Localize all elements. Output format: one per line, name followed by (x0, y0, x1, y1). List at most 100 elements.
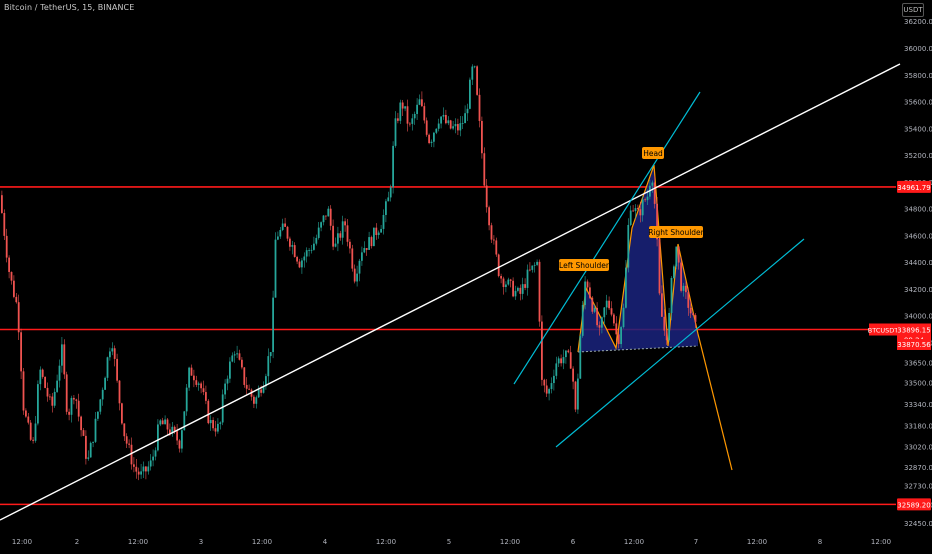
level-price-tag (897, 498, 931, 511)
candle-body (562, 357, 565, 364)
candle-body (32, 439, 34, 441)
price-axis[interactable]: 36200.00 36000.00 35800.00 35600.00 35400.00… (868, 18, 932, 528)
candle-body (219, 422, 222, 424)
candle-body (680, 262, 682, 291)
candle-body (553, 375, 555, 384)
candle-body (327, 208, 330, 217)
candle-body (85, 435, 87, 459)
pattern-label-box (642, 147, 664, 159)
candle-body (449, 120, 452, 129)
candle-body (389, 187, 392, 198)
candle-body (255, 397, 258, 404)
candle-body (236, 353, 238, 355)
candle-body (65, 374, 68, 412)
candle-body (209, 420, 212, 424)
candle-body (620, 327, 622, 345)
candle-body (128, 443, 130, 445)
candle-body (46, 387, 49, 397)
candle-body (322, 215, 325, 223)
candle-body (409, 123, 411, 125)
candle-body (20, 332, 22, 372)
candle-body (339, 233, 342, 238)
candle-body (627, 224, 630, 268)
candle-body (572, 368, 574, 382)
candle-body (121, 403, 123, 424)
candle-body (653, 182, 656, 204)
extra-price-label: 33870.56 (897, 341, 931, 349)
candle-body (224, 383, 226, 395)
x-tick-label: 12:00 (871, 538, 891, 546)
candle-body (442, 114, 445, 117)
candle-body (425, 120, 428, 135)
candle-body (416, 104, 418, 114)
y-tick-label: 34600.00 (904, 232, 932, 240)
projection-line (697, 333, 733, 471)
candle-body (197, 383, 200, 385)
y-tick-label: 33500.00 (904, 380, 932, 388)
candle-body (485, 185, 488, 208)
candle-body (185, 387, 188, 412)
candle-body (548, 389, 550, 394)
y-tick-label: 35600.00 (904, 99, 932, 107)
candle-body (365, 248, 368, 250)
candle-body (3, 212, 6, 236)
candle-body (334, 243, 337, 247)
candle-body (505, 284, 507, 288)
candle-body (375, 227, 378, 235)
candle-body (437, 123, 440, 129)
candle-body (157, 424, 159, 451)
candle-body (639, 209, 642, 216)
candle-body (557, 358, 560, 364)
candle-body (589, 287, 591, 298)
candle-body (377, 232, 380, 235)
candle-body (99, 399, 102, 412)
candle-body (641, 199, 644, 216)
x-tick-label: 3 (199, 538, 203, 546)
candle-body (241, 359, 243, 368)
candle-body (433, 132, 435, 142)
x-tick-label: 12:00 (376, 538, 396, 546)
y-tick-label: 35200.00 (904, 152, 932, 160)
candle-body (661, 293, 663, 317)
candle-body (397, 118, 399, 121)
candle-body (514, 290, 517, 297)
lower-channel-line (555, 238, 805, 448)
level-price-label: 34961.79 (897, 184, 930, 192)
candle-body (212, 420, 214, 429)
candle-body (373, 227, 375, 247)
chart-title: Bitcoin / TetherUS, 15, BINANCE (4, 3, 135, 12)
candle-body (646, 196, 649, 201)
candle-body (51, 396, 54, 406)
x-tick-label: 8 (818, 538, 822, 546)
candle-body (123, 423, 126, 437)
candle-body (130, 444, 133, 465)
candle-body (625, 267, 627, 308)
candle-body (87, 457, 90, 459)
time-axis[interactable]: 12:00 2 12:00 3 12:00 4 12:00 5 12:00 6 12:00 7 12:0… (12, 538, 891, 546)
candlesticks (1, 64, 697, 481)
candle-body (269, 352, 272, 357)
candle-body (303, 256, 306, 261)
candle-body (538, 261, 541, 322)
candle-body (159, 420, 162, 425)
candle-body (478, 94, 481, 121)
y-tick-label: 33020.00 (904, 444, 932, 452)
candle-body (497, 254, 500, 276)
pattern-labels: Head Left Shoulder Right Shoulder (559, 147, 705, 271)
candle-body (586, 281, 589, 288)
candle-body (596, 307, 598, 326)
candle-body (217, 423, 219, 432)
candle-body (519, 287, 522, 294)
candle-body (567, 350, 570, 353)
candle-body (673, 266, 675, 279)
candle-body (39, 369, 42, 385)
currency-badge[interactable]: USDT (902, 3, 924, 17)
extra-price-tag (897, 339, 931, 350)
y-tick-label: 32870.00 (904, 464, 932, 472)
candle-body (644, 199, 646, 201)
candle-body (584, 281, 586, 305)
candle-body (176, 431, 178, 441)
candle-body (1, 195, 3, 213)
